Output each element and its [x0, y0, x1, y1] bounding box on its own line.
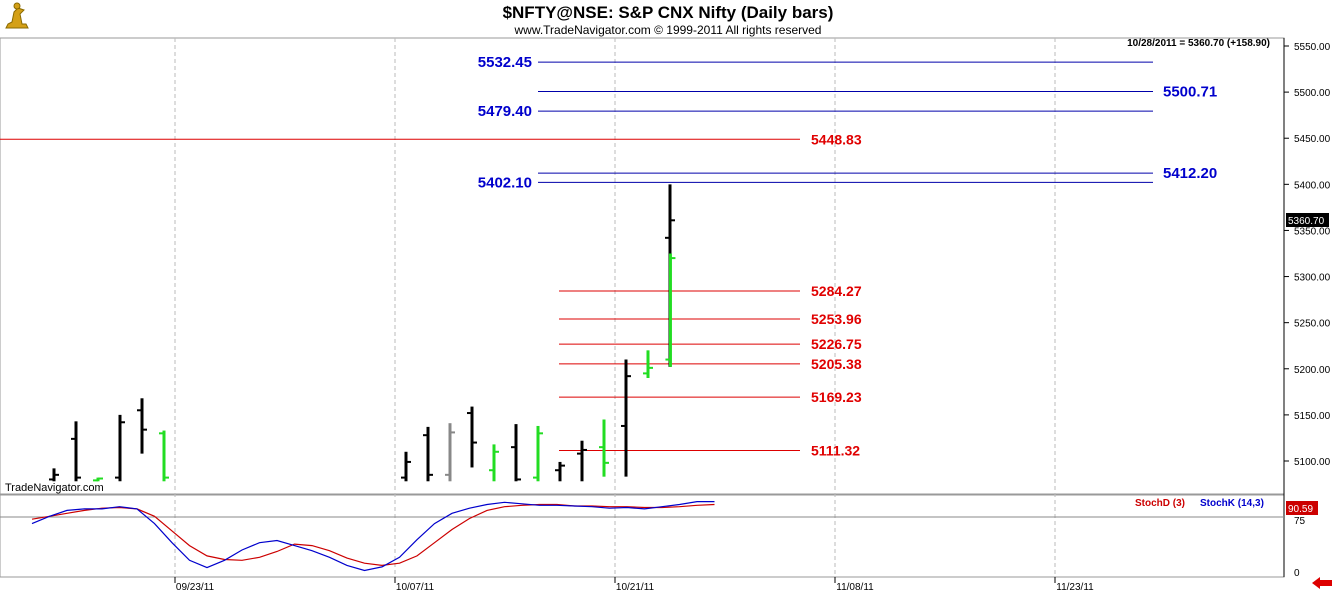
price-tick-label-2: 5450.00 — [1294, 134, 1331, 145]
stoch-k-line — [31, 501, 715, 572]
blue-level-label-3: 5412.20 — [1163, 165, 1217, 182]
price-bar-6 — [401, 451, 411, 482]
blue-level-label-0: 5532.45 — [478, 54, 532, 71]
price-bar-1 — [71, 421, 81, 482]
red-level-label-0: 5448.83 — [811, 131, 862, 147]
price-tick-label-5: 5300.00 — [1294, 273, 1331, 284]
left-arrow-icon[interactable] — [1312, 577, 1332, 589]
price-bar-2 — [93, 477, 103, 482]
blue-level-label-4: 5402.10 — [478, 174, 532, 191]
price-axis: 5550.00 5500.00 5450.00 5400.00 5350.00 5300.… — [1283, 38, 1331, 577]
last-info: 10/28/2011 = 5360.70 (+158.90) — [1127, 38, 1270, 49]
date-label-0: 09/23/11 — [176, 582, 215, 593]
date-label-4: 11/23/11 — [1056, 582, 1094, 593]
red-level-label-4: 5205.38 — [811, 356, 862, 372]
last-price-tag-text: 5360.70 — [1288, 216, 1325, 227]
legend-stoch-d: StochD (3) — [1135, 498, 1185, 509]
price-bar-15 — [599, 419, 609, 477]
price-bar-5 — [159, 430, 169, 482]
price-bar-8 — [445, 423, 455, 482]
logo-icon — [2, 2, 32, 32]
price-tick-label-7: 5200.00 — [1294, 365, 1331, 376]
price-bar-0 — [49, 468, 59, 482]
stochastic-lines — [0, 501, 1284, 572]
brand-label: TradeNavigator.com — [5, 482, 104, 494]
price-tick-label-4: 5350.00 — [1294, 226, 1331, 237]
chart-subtitle: www.TradeNavigator.com © 1999-2011 All r… — [514, 23, 822, 37]
price-bar-14 — [577, 440, 587, 482]
fib-levels: 5532.45 5500.71 5479.40 5412.20 5402.10 5448.… — [0, 54, 1217, 459]
price-bar-19 — [665, 253, 676, 367]
date-label-3: 11/08/11 — [836, 582, 874, 593]
red-level-label-3: 5226.75 — [811, 336, 862, 352]
price-bar-17 — [643, 350, 653, 378]
legend-stoch-k: StochK (14,3) — [1200, 498, 1264, 509]
stoch-d-line — [31, 503, 715, 567]
price-bar-10 — [489, 444, 499, 482]
price-bar-13 — [555, 461, 565, 482]
price-bar-4 — [137, 398, 147, 454]
last-price-tag: 5360.70 — [1286, 213, 1329, 227]
price-bar-11 — [511, 424, 521, 482]
red-level-label-6: 5111.32 — [811, 443, 860, 459]
stoch-tick-0: 0 — [1294, 568, 1300, 579]
chart-title: $NFTY@NSE: S&P CNX Nifty (Daily bars) — [503, 3, 834, 22]
date-axis: 09/23/11 10/07/11 10/21/11 11/08/11 11/23/11 — [174, 577, 1094, 593]
date-label-2: 10/21/11 — [616, 582, 655, 593]
price-bar-16 — [621, 359, 631, 477]
price-tick-label-6: 5250.00 — [1294, 319, 1331, 330]
price-tick-label-3: 5400.00 — [1294, 180, 1331, 191]
stoch-tick-75: 75 — [1294, 516, 1306, 527]
blue-level-label-2: 5479.40 — [478, 103, 532, 120]
price-tick-label-0: 5550.00 — [1294, 42, 1331, 53]
price-tick-label-8: 5150.00 — [1294, 411, 1331, 422]
price-bar-3 — [115, 414, 125, 482]
red-level-label-5: 5169.23 — [811, 389, 862, 405]
red-level-label-1: 5284.27 — [811, 283, 862, 299]
red-level-label-2: 5253.96 — [811, 311, 862, 327]
stoch-tag: 90.59 — [1286, 501, 1318, 515]
stoch-tag-text: 90.59 — [1288, 504, 1313, 515]
price-bar-12 — [533, 425, 543, 482]
price-tick-label-9: 5100.00 — [1294, 457, 1331, 468]
price-tick-label-1: 5500.00 — [1294, 88, 1331, 99]
vertical-grid — [174, 38, 1056, 577]
price-bar-7 — [423, 426, 433, 482]
date-label-1: 10/07/11 — [396, 582, 435, 593]
blue-level-label-1: 5500.71 — [1163, 83, 1217, 100]
price-panel — [0, 37, 1285, 495]
price-bar-9 — [467, 406, 477, 468]
price-bars — [49, 184, 676, 482]
